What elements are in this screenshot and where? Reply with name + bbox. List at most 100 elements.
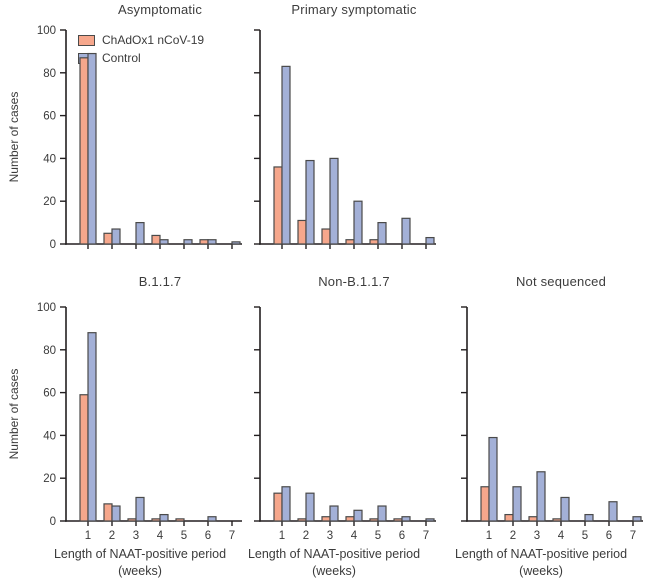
x-axis-caption-not-sequenced: Length of NAAT-positive period (weeks) xyxy=(441,546,641,580)
bar-control-week4 xyxy=(159,239,169,245)
x-tick-label: 4 xyxy=(558,530,565,542)
bar-control-week6 xyxy=(207,516,217,522)
legend-label-chadox: ChAdOx1 nCoV-19 xyxy=(102,33,205,47)
x-axis-caption-non-b117: Length of NAAT-positive period (weeks) xyxy=(234,546,434,580)
bar-chadox-week4 xyxy=(151,518,161,522)
chart-title-primary-symptomatic: Primary symptomatic xyxy=(291,2,417,17)
x-axis-caption-line2: (weeks) xyxy=(519,564,563,578)
y-tick-label: 100 xyxy=(37,302,56,314)
x-tick-label: 6 xyxy=(205,530,211,542)
y-tick-label: 0 xyxy=(50,516,56,528)
bar-control-week5 xyxy=(377,505,387,522)
x-tick-label: 1 xyxy=(486,530,492,542)
chart-title-non-b117: Non-B.1.1.7 xyxy=(318,274,390,289)
y-axis-label-bottom-row: Number of cases xyxy=(7,368,21,460)
x-tick-label: 1 xyxy=(85,530,91,542)
bar-control-week2 xyxy=(305,159,315,245)
bar-chadox-week3 xyxy=(321,516,331,522)
chart-title-asymptomatic: Asymptomatic xyxy=(117,2,203,17)
x-axis-caption-line2: (weeks) xyxy=(118,564,162,578)
legend-item-chadox: ChAdOx1 nCoV-19 xyxy=(78,33,204,47)
bar-control-week6 xyxy=(401,516,411,522)
x-axis-caption-line1: Length of NAAT-positive period xyxy=(53,547,227,561)
y-tick-label: 80 xyxy=(43,345,56,357)
chart-primary-symptomatic xyxy=(220,20,436,275)
y-tick-label: 20 xyxy=(43,196,56,208)
bar-control-week4 xyxy=(159,513,169,522)
y-tick-label: 60 xyxy=(43,388,56,400)
x-tick-label: 4 xyxy=(351,530,358,542)
bar-chadox-week4 xyxy=(345,239,355,245)
bar-chadox-week1 xyxy=(79,394,89,522)
chadox-swatch-icon xyxy=(78,34,95,46)
bar-control-week7 xyxy=(231,241,241,245)
bar-control-week7 xyxy=(425,518,435,522)
x-axis-caption-b117: Length of NAAT-positive period (weeks) xyxy=(40,546,240,580)
chart-title-not-sequenced: Not sequenced xyxy=(515,274,607,289)
x-tick-label: 4 xyxy=(157,530,164,542)
bar-chadox-week2 xyxy=(103,503,113,522)
bar-control-week1 xyxy=(281,486,291,522)
bar-chadox-week2 xyxy=(504,513,514,522)
bar-chadox-week5 xyxy=(369,518,379,522)
bar-chadox-week2 xyxy=(103,232,113,245)
x-tick-label: 3 xyxy=(534,530,540,542)
y-axis-label-top-row: Number of cases xyxy=(7,91,21,183)
y-tick-label: 40 xyxy=(43,430,56,442)
bar-chadox-week4 xyxy=(552,518,562,522)
chart-plot xyxy=(254,29,436,249)
bar-control-week1 xyxy=(281,65,291,245)
y-tick-label: 100 xyxy=(37,25,56,37)
bar-chadox-week1 xyxy=(273,492,283,522)
bar-control-week4 xyxy=(353,509,363,522)
bar-control-week5 xyxy=(584,513,594,522)
x-tick-label: 3 xyxy=(133,530,139,542)
bar-chadox-week1 xyxy=(79,57,89,245)
chart-asymptomatic: 0 20 40 60 80 100 xyxy=(26,20,242,275)
x-tick-label: 7 xyxy=(423,530,429,542)
bar-control-week4 xyxy=(560,496,570,522)
bar-control-week6 xyxy=(608,501,618,522)
bar-chadox-week3 xyxy=(528,516,538,522)
x-tick-label: 5 xyxy=(582,530,588,542)
bar-chadox-week5 xyxy=(175,518,185,522)
y-tick-label: 40 xyxy=(43,153,56,165)
bar-control-week3 xyxy=(135,222,145,245)
x-tick-label: 7 xyxy=(229,530,235,542)
bar-control-week5 xyxy=(183,239,193,245)
bar-chadox-week5 xyxy=(369,239,379,245)
bar-control-week2 xyxy=(512,486,522,522)
y-tick-label: 20 xyxy=(43,473,56,485)
bar-control-week7 xyxy=(632,516,642,522)
bar-control-week4 xyxy=(353,200,363,245)
bar-chadox-week6 xyxy=(393,518,403,522)
x-tick-label: 3 xyxy=(327,530,333,542)
bar-chadox-week2 xyxy=(297,518,307,522)
x-axis-caption-line1: Length of NAAT-positive period xyxy=(454,547,628,561)
bar-control-week1 xyxy=(87,52,97,245)
x-tick-label: 5 xyxy=(181,530,187,542)
x-tick-label: 2 xyxy=(109,530,115,542)
chart-non-b117: 1 2 3 4 5 6 7 xyxy=(220,297,436,552)
x-tick-label: 7 xyxy=(630,530,636,542)
x-axis-caption-line2: (weeks) xyxy=(312,564,356,578)
bar-control-week2 xyxy=(111,505,121,522)
y-tick-label: 60 xyxy=(43,111,56,123)
bar-chadox-week1 xyxy=(273,166,283,245)
bar-chadox-week3 xyxy=(321,228,331,245)
bar-chadox-week3 xyxy=(127,518,137,522)
bar-control-week2 xyxy=(111,228,121,245)
chart-title-b117: B.1.1.7 xyxy=(138,274,182,289)
legend-label-control: Control xyxy=(102,51,141,65)
x-tick-label: 2 xyxy=(303,530,309,542)
bar-control-week3 xyxy=(329,505,339,522)
bar-control-week3 xyxy=(329,157,339,245)
x-axis-caption-line1: Length of NAAT-positive period xyxy=(247,547,421,561)
bar-control-week7 xyxy=(425,236,435,245)
bar-control-week6 xyxy=(207,239,217,245)
x-tick-label: 5 xyxy=(375,530,381,542)
bar-control-week1 xyxy=(87,332,97,522)
bar-control-week6 xyxy=(401,217,411,245)
chart-plot: 0 20 40 60 80 100 1 2 3 4 5 6 7 xyxy=(37,302,242,542)
